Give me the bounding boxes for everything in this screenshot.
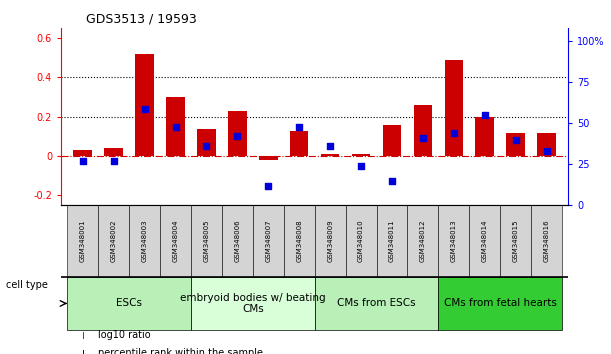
- Point: [140, 106, 150, 112]
- Bar: [98, 205, 129, 277]
- Bar: [321, 154, 339, 156]
- Text: GSM348011: GSM348011: [389, 220, 395, 262]
- Text: GSM348010: GSM348010: [358, 220, 364, 262]
- Bar: [376, 205, 408, 277]
- Bar: [507, 132, 525, 156]
- Point: [232, 134, 242, 139]
- Text: GSM348005: GSM348005: [203, 220, 210, 262]
- Bar: [135, 54, 154, 156]
- Point: [356, 163, 366, 169]
- Bar: [228, 111, 247, 156]
- Bar: [438, 277, 562, 330]
- Bar: [197, 129, 216, 156]
- Bar: [104, 148, 123, 156]
- Text: GSM348015: GSM348015: [513, 220, 519, 262]
- Text: GSM348003: GSM348003: [142, 220, 148, 262]
- Point: [170, 124, 180, 130]
- Point: [387, 178, 397, 184]
- Bar: [445, 60, 463, 156]
- Point: [542, 148, 552, 154]
- Point: [263, 183, 273, 188]
- Bar: [315, 205, 346, 277]
- Bar: [82, 332, 84, 339]
- Bar: [82, 349, 84, 354]
- Bar: [222, 205, 253, 277]
- Bar: [191, 205, 222, 277]
- Text: percentile rank within the sample: percentile rank within the sample: [98, 348, 263, 354]
- Bar: [469, 205, 500, 277]
- Text: ESCs: ESCs: [116, 298, 142, 308]
- Point: [325, 143, 335, 149]
- Bar: [315, 277, 438, 330]
- Point: [109, 158, 119, 164]
- Bar: [352, 154, 370, 156]
- Bar: [500, 205, 531, 277]
- Text: log10 ratio: log10 ratio: [98, 330, 151, 341]
- Bar: [438, 205, 469, 277]
- Point: [480, 112, 489, 118]
- Point: [418, 135, 428, 141]
- Text: GSM348004: GSM348004: [172, 220, 178, 262]
- Text: GSM348002: GSM348002: [111, 220, 117, 262]
- Text: GSM348013: GSM348013: [451, 220, 457, 262]
- Bar: [166, 97, 185, 156]
- Text: GSM348014: GSM348014: [481, 220, 488, 262]
- Bar: [67, 277, 191, 330]
- Point: [78, 158, 87, 164]
- Text: GSM348007: GSM348007: [265, 220, 271, 262]
- Bar: [67, 205, 98, 277]
- Bar: [259, 156, 277, 160]
- Text: GSM348008: GSM348008: [296, 220, 302, 262]
- Bar: [537, 132, 556, 156]
- Text: GSM348009: GSM348009: [327, 220, 333, 262]
- Point: [295, 124, 304, 130]
- Bar: [408, 205, 438, 277]
- Text: GSM348012: GSM348012: [420, 220, 426, 262]
- Bar: [346, 205, 376, 277]
- Point: [449, 130, 459, 136]
- Bar: [414, 105, 432, 156]
- Text: CMs from ESCs: CMs from ESCs: [337, 298, 416, 308]
- Bar: [73, 150, 92, 156]
- Bar: [475, 117, 494, 156]
- Text: cell type: cell type: [6, 280, 48, 290]
- Text: GDS3513 / 19593: GDS3513 / 19593: [87, 13, 197, 26]
- Bar: [253, 205, 284, 277]
- Text: embryoid bodies w/ beating
CMs: embryoid bodies w/ beating CMs: [180, 293, 326, 314]
- Bar: [191, 277, 315, 330]
- Bar: [284, 205, 315, 277]
- Bar: [382, 125, 401, 156]
- Text: GSM348001: GSM348001: [80, 220, 86, 262]
- Bar: [531, 205, 562, 277]
- Text: GSM348016: GSM348016: [544, 220, 549, 262]
- Bar: [160, 205, 191, 277]
- Bar: [129, 205, 160, 277]
- Text: GSM348006: GSM348006: [235, 220, 240, 262]
- Point: [511, 137, 521, 143]
- Point: [202, 143, 211, 149]
- Text: CMs from fetal hearts: CMs from fetal hearts: [444, 298, 557, 308]
- Bar: [290, 131, 309, 156]
